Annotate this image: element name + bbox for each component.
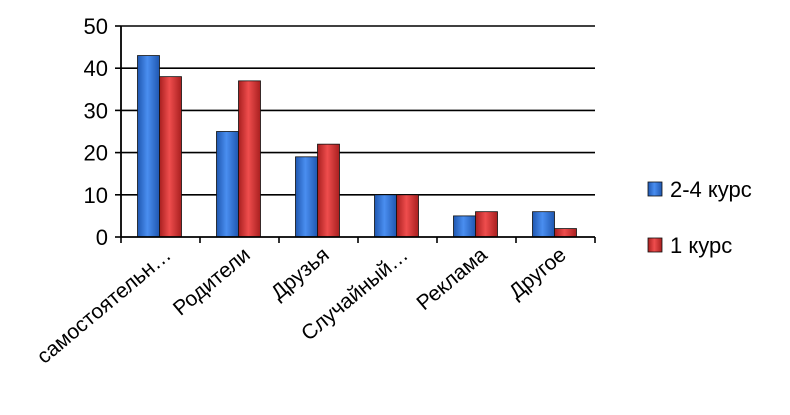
x-category-label: Другое xyxy=(505,243,571,304)
bar-series-2 xyxy=(238,80,261,238)
gridlines xyxy=(121,25,595,196)
y-axis-ticks: 0 10 20 30 40 50 xyxy=(84,14,121,250)
x-category-label: самостоятельн… xyxy=(33,243,176,368)
legend-swatch-1 xyxy=(647,181,663,197)
y-tick-label: 50 xyxy=(84,14,108,39)
y-tick-label: 40 xyxy=(84,56,108,81)
bar-series-1 xyxy=(374,194,397,238)
bar-series-1 xyxy=(453,215,476,238)
bar-series-1 xyxy=(295,156,318,238)
legend-label-2: 1 курс xyxy=(670,233,732,258)
y-tick-label: 10 xyxy=(84,183,108,208)
axes xyxy=(120,26,596,243)
y-tick-label: 30 xyxy=(84,98,108,123)
bar-series-1 xyxy=(216,131,239,238)
y-tick-label: 20 xyxy=(84,141,108,166)
legend: 2-4 курс 1 курс xyxy=(647,177,752,258)
bar-series-1 xyxy=(532,211,555,238)
bar-series-2 xyxy=(396,194,419,238)
y-tick-label: 0 xyxy=(96,225,108,250)
bar-series-1 xyxy=(137,55,160,238)
x-category-label: Родители xyxy=(169,243,255,320)
legend-swatch-2 xyxy=(647,237,663,253)
x-category-label: Реклама xyxy=(412,243,492,315)
bar-series-2 xyxy=(159,76,182,238)
bars xyxy=(137,55,577,238)
bar-series-2 xyxy=(554,228,577,238)
x-category-label: Друзья xyxy=(267,243,334,304)
bar-series-2 xyxy=(475,211,498,238)
legend-label-1: 2-4 курс xyxy=(670,177,752,202)
bar-series-2 xyxy=(317,143,340,238)
